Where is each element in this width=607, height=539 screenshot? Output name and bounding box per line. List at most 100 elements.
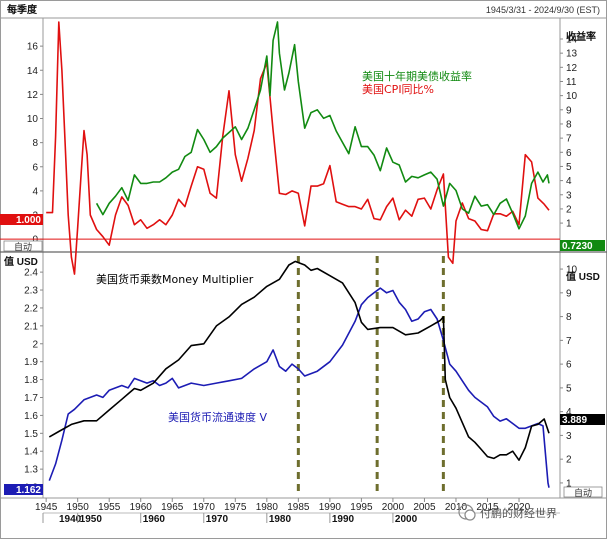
top-right-tag-value: 0.7230 [562,241,593,252]
top-left-label-2: 12 [27,90,39,101]
x-decade-label-2: 1960 [143,514,166,525]
bottom-right-label-3: 7 [566,336,572,347]
x-tick-label-9: 1990 [319,502,342,513]
vertical-markers [296,256,445,496]
top-right-tag: 0.7230 [560,240,605,252]
top-right-label-2: 12 [566,63,578,74]
bottom-left-label-8: 1.6 [24,411,38,422]
legend-10y-yield: 美国十年期美债收益率 [362,69,472,83]
bottom-right-label-0: 10 [566,265,578,276]
bottom-left-label-5: 1.9 [24,357,38,368]
top-left-tag: 1.000 [0,214,43,226]
bottom-left-label-11: 1.3 [24,465,38,476]
top-right-label-6: 8 [566,119,572,130]
x-decade-label-5: 1990 [332,514,355,525]
top-right-label-3: 11 [566,77,577,88]
x-decade-label-3: 1970 [206,514,229,525]
top-left-label-3: 10 [27,114,39,125]
top-right-label-13: 1 [566,219,572,230]
bottom-right-label-1: 9 [566,288,572,299]
x-tick-label-3: 1960 [130,502,153,513]
watermark-text: 付鹏的财经世界 [480,506,557,520]
top-right-axis-title: 收益率 [566,30,596,43]
top-right-label-11: 3 [566,190,572,201]
top-right-label-0: 14 [566,34,578,45]
x-tick-label-13: 2010 [445,502,468,513]
bottom-left-label-6: 1.8 [24,375,38,386]
bottom-left-label-9: 1.5 [24,429,38,440]
bottom-left-label-10: 1.4 [24,447,38,458]
bottom-right-label-9: 1 [566,478,572,489]
bottom-left-label-0: 2.4 [24,268,38,279]
top-right-label-10: 4 [566,176,572,187]
bottom-right-label-8: 2 [566,455,572,466]
bottom-panel-series [48,260,550,488]
bottom-series-1 [48,287,550,488]
x-tick-label-6: 1975 [224,502,247,513]
x-tick-label-10: 1995 [350,502,373,513]
top-right-label-12: 2 [566,204,572,215]
top-left-label-1: 14 [27,66,39,77]
top-auto-label: 自动 [14,241,32,252]
bottom-auto-button[interactable]: 自动 [563,486,603,498]
bottom-right-label-2: 8 [566,312,572,323]
top-left-label-6: 4 [32,186,38,197]
top-right-label-7: 7 [566,134,572,145]
date-range-label: 1945/3/31 - 2024/9/30 (EST) [486,5,600,15]
top-right-axis: 14 13 12 11 10 9 8 7 6 5 4 3 2 1 [560,34,578,230]
x-tick-label-1: 1950 [67,502,90,513]
top-right-label-8: 6 [566,148,572,159]
bottom-left-label-2: 2.2 [24,303,38,314]
bottom-right-label-5: 5 [566,383,572,394]
legend-money-multiplier: 美国货币乘数Money Multiplier [96,272,254,286]
bottom-right-tag-value: 3.889 [562,415,587,426]
bottom-right-axis-title: 值 USD [566,270,600,283]
top-left-label-0: 16 [27,42,39,53]
top-right-label-4: 10 [566,91,578,102]
x-decade-label-0: 1940 [59,514,82,525]
x-tick-label-2: 1955 [98,502,121,513]
bottom-left-tag-value: 1.162 [16,485,41,496]
top-left-label-4: 8 [32,138,38,149]
top-auto-button[interactable]: 自动 [3,240,43,252]
top-panel-series [46,21,550,275]
x-tick-label-4: 1965 [161,502,184,513]
bottom-auto-label: 自动 [574,487,592,498]
bottom-left-label-7: 1.7 [24,393,38,404]
x-tick-label-5: 1970 [193,502,216,513]
top-right-label-1: 13 [566,49,578,60]
top-right-label-9: 5 [566,162,572,173]
x-tick-label-15: 2020 [508,502,531,513]
watermark: 付鹏的财经世界 [458,504,557,521]
top-left-label-8: 0 [32,235,38,246]
x-tick-label-0: 1945 [35,502,58,513]
legend-cpi-yoy: 美国CPI同比% [362,83,434,96]
x-tick-label-11: 2000 [382,502,405,513]
x-decade-label-6: 2000 [395,514,418,525]
top-left-tag-value: 1.000 [16,215,41,226]
bottom-left-label-1: 2.3 [24,286,38,297]
bottom-right-label-6: 4 [566,407,572,418]
top-right-label-5: 9 [566,105,572,116]
bottom-left-axis: 2.42.32.22.121.91.81.71.61.51.41.31.2 [24,268,43,494]
x-tick-label-12: 2005 [413,502,436,513]
bottom-right-axis: 10 9 8 7 6 5 4 3 2 1 [560,265,578,489]
x-tick-label-8: 1985 [287,502,310,513]
bottom-right-tag: 3.889 [560,414,605,426]
top-series-1 [46,21,550,275]
bottom-left-label-4: 2 [32,339,38,350]
top-left-label-5: 6 [32,162,38,173]
bottom-left-tag: 1.162 [4,484,43,496]
bottom-right-label-7: 3 [566,431,572,442]
bottom-right-label-4: 6 [566,360,572,371]
x-decade-label-4: 1980 [269,514,292,525]
top-series-0 [95,21,550,230]
frequency-label: 每季度 [7,3,38,16]
bottom-left-axis-title: 值 USD [4,255,38,268]
x-tick-label-7: 1980 [256,502,279,513]
x-decade-label-1: 1950 [80,514,103,525]
legend-money-velocity: 美国货币流通速度 V [168,410,267,424]
x-tick-label-14: 2015 [476,502,499,513]
